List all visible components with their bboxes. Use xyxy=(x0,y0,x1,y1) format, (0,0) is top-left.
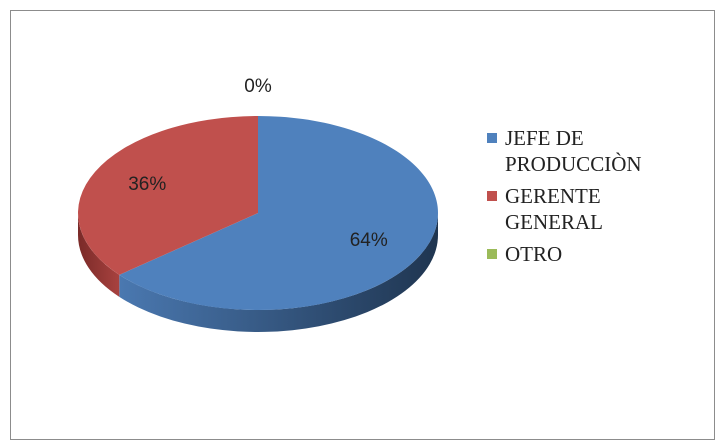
data-label: 64% xyxy=(350,230,388,251)
data-label: 0% xyxy=(244,76,272,97)
slice-side xyxy=(78,213,120,297)
legend-swatch xyxy=(487,249,497,259)
legend-swatch xyxy=(487,191,497,201)
legend-label: GERENTE GENERAL xyxy=(505,184,603,234)
data-label: 36% xyxy=(128,174,166,195)
legend-swatch xyxy=(487,133,497,143)
legend-label: JEFE DE PRODUCCIÒN xyxy=(505,126,642,176)
legend-item: OTRO xyxy=(487,241,687,267)
legend-item: GERENTE GENERAL xyxy=(487,183,687,235)
legend-item: JEFE DE PRODUCCIÒN xyxy=(487,125,687,177)
legend: JEFE DE PRODUCCIÒN GERENTE GENERAL OTRO xyxy=(487,125,687,273)
slice-side xyxy=(119,213,439,333)
slice xyxy=(119,116,438,310)
slice xyxy=(77,116,258,275)
legend-label: OTRO xyxy=(505,242,563,266)
